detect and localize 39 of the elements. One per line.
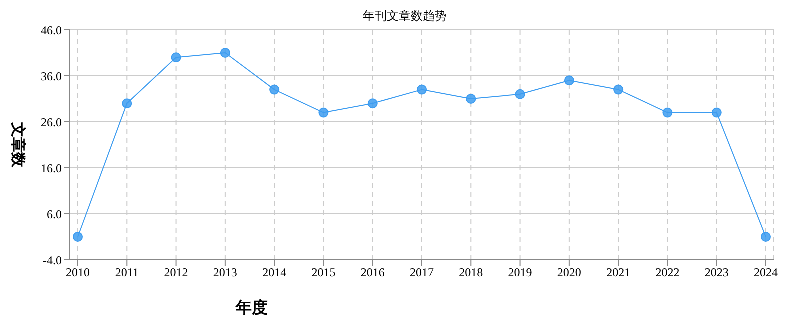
point	[220, 48, 230, 58]
point	[171, 52, 182, 63]
x-tick-label: 2014	[262, 266, 287, 280]
point	[712, 108, 722, 118]
point	[761, 232, 771, 242]
point	[614, 84, 624, 95]
point	[270, 84, 280, 95]
point	[466, 94, 476, 104]
point	[417, 84, 427, 95]
x-tick-label: 2013	[213, 266, 238, 280]
x-tick-label: 2015	[312, 266, 336, 280]
y-tick-label: 26.0	[41, 115, 62, 130]
x-tick-label: 2020	[557, 266, 582, 280]
point	[368, 98, 378, 109]
x-tick-label: 2016	[360, 266, 385, 280]
y-tick-label: 46.0	[41, 23, 62, 38]
y-axis-title: 文章数	[10, 122, 28, 168]
point	[515, 89, 526, 100]
x-tick-label: 2018	[459, 266, 484, 280]
x-tick-label: 2010	[66, 266, 90, 280]
y-tick-label: 16.0	[41, 161, 62, 176]
x-tick-label: 2011	[115, 266, 139, 280]
point	[122, 98, 132, 109]
x-tick-label: 2021	[606, 266, 631, 280]
x-axis-title: 年度	[235, 298, 268, 317]
point	[564, 76, 574, 86]
x-tick-label: 2024	[754, 266, 778, 280]
point	[73, 232, 83, 242]
x-tick-label: 2023	[704, 266, 729, 280]
point	[318, 108, 329, 118]
y-tick-label: 36.0	[41, 69, 62, 84]
x-tick-label: 2012	[164, 266, 188, 280]
point	[662, 108, 673, 118]
x-tick-label: 2022	[656, 266, 680, 280]
y-tick-label: -4.0	[43, 253, 62, 268]
x-tick-label: 2017	[410, 266, 434, 280]
x-tick-label: 2019	[508, 266, 532, 280]
chart-title: 年刊文章数趋势	[363, 9, 447, 23]
y-tick-label: 6.0	[47, 207, 62, 222]
